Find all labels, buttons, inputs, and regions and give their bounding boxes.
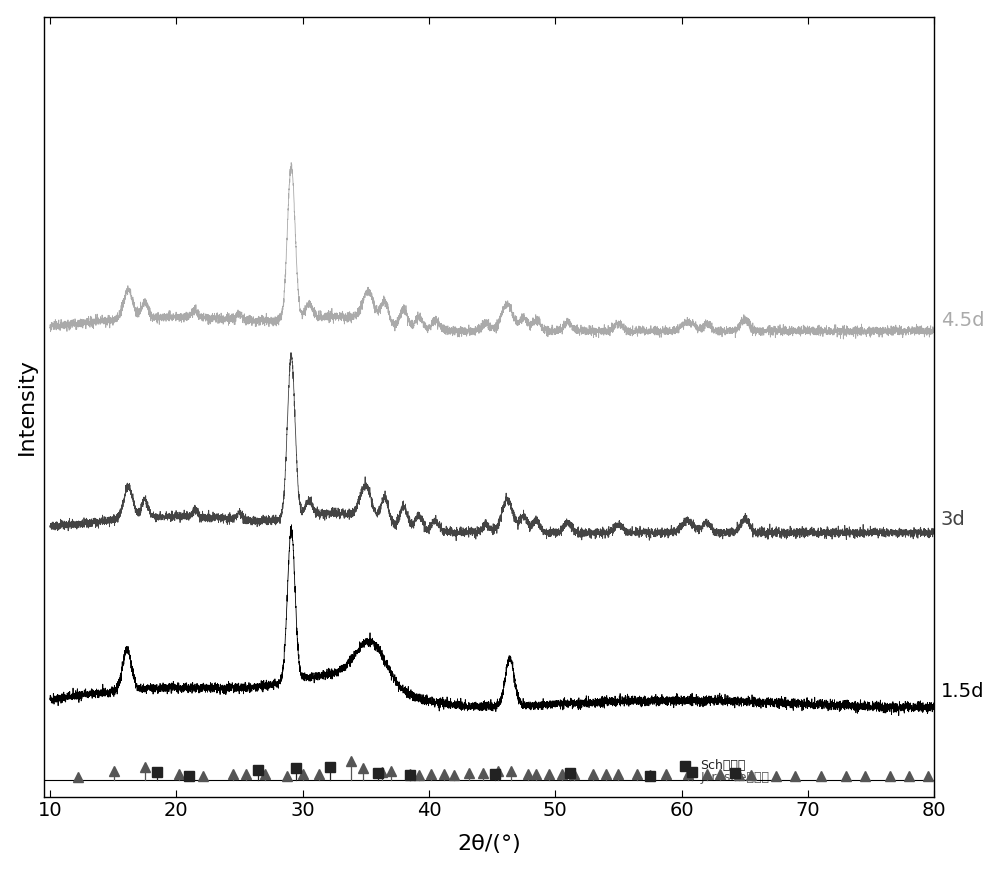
Y-axis label: Intensity: Intensity: [17, 358, 37, 455]
Text: Jarosite标准峰: Jarosite标准峰: [701, 771, 770, 784]
Text: 1.5d: 1.5d: [941, 682, 984, 700]
Text: Sch标准峰: Sch标准峰: [701, 760, 746, 773]
X-axis label: 2θ/(°): 2θ/(°): [457, 834, 521, 854]
Text: 3d: 3d: [941, 510, 965, 529]
Text: 4.5d: 4.5d: [941, 311, 984, 329]
